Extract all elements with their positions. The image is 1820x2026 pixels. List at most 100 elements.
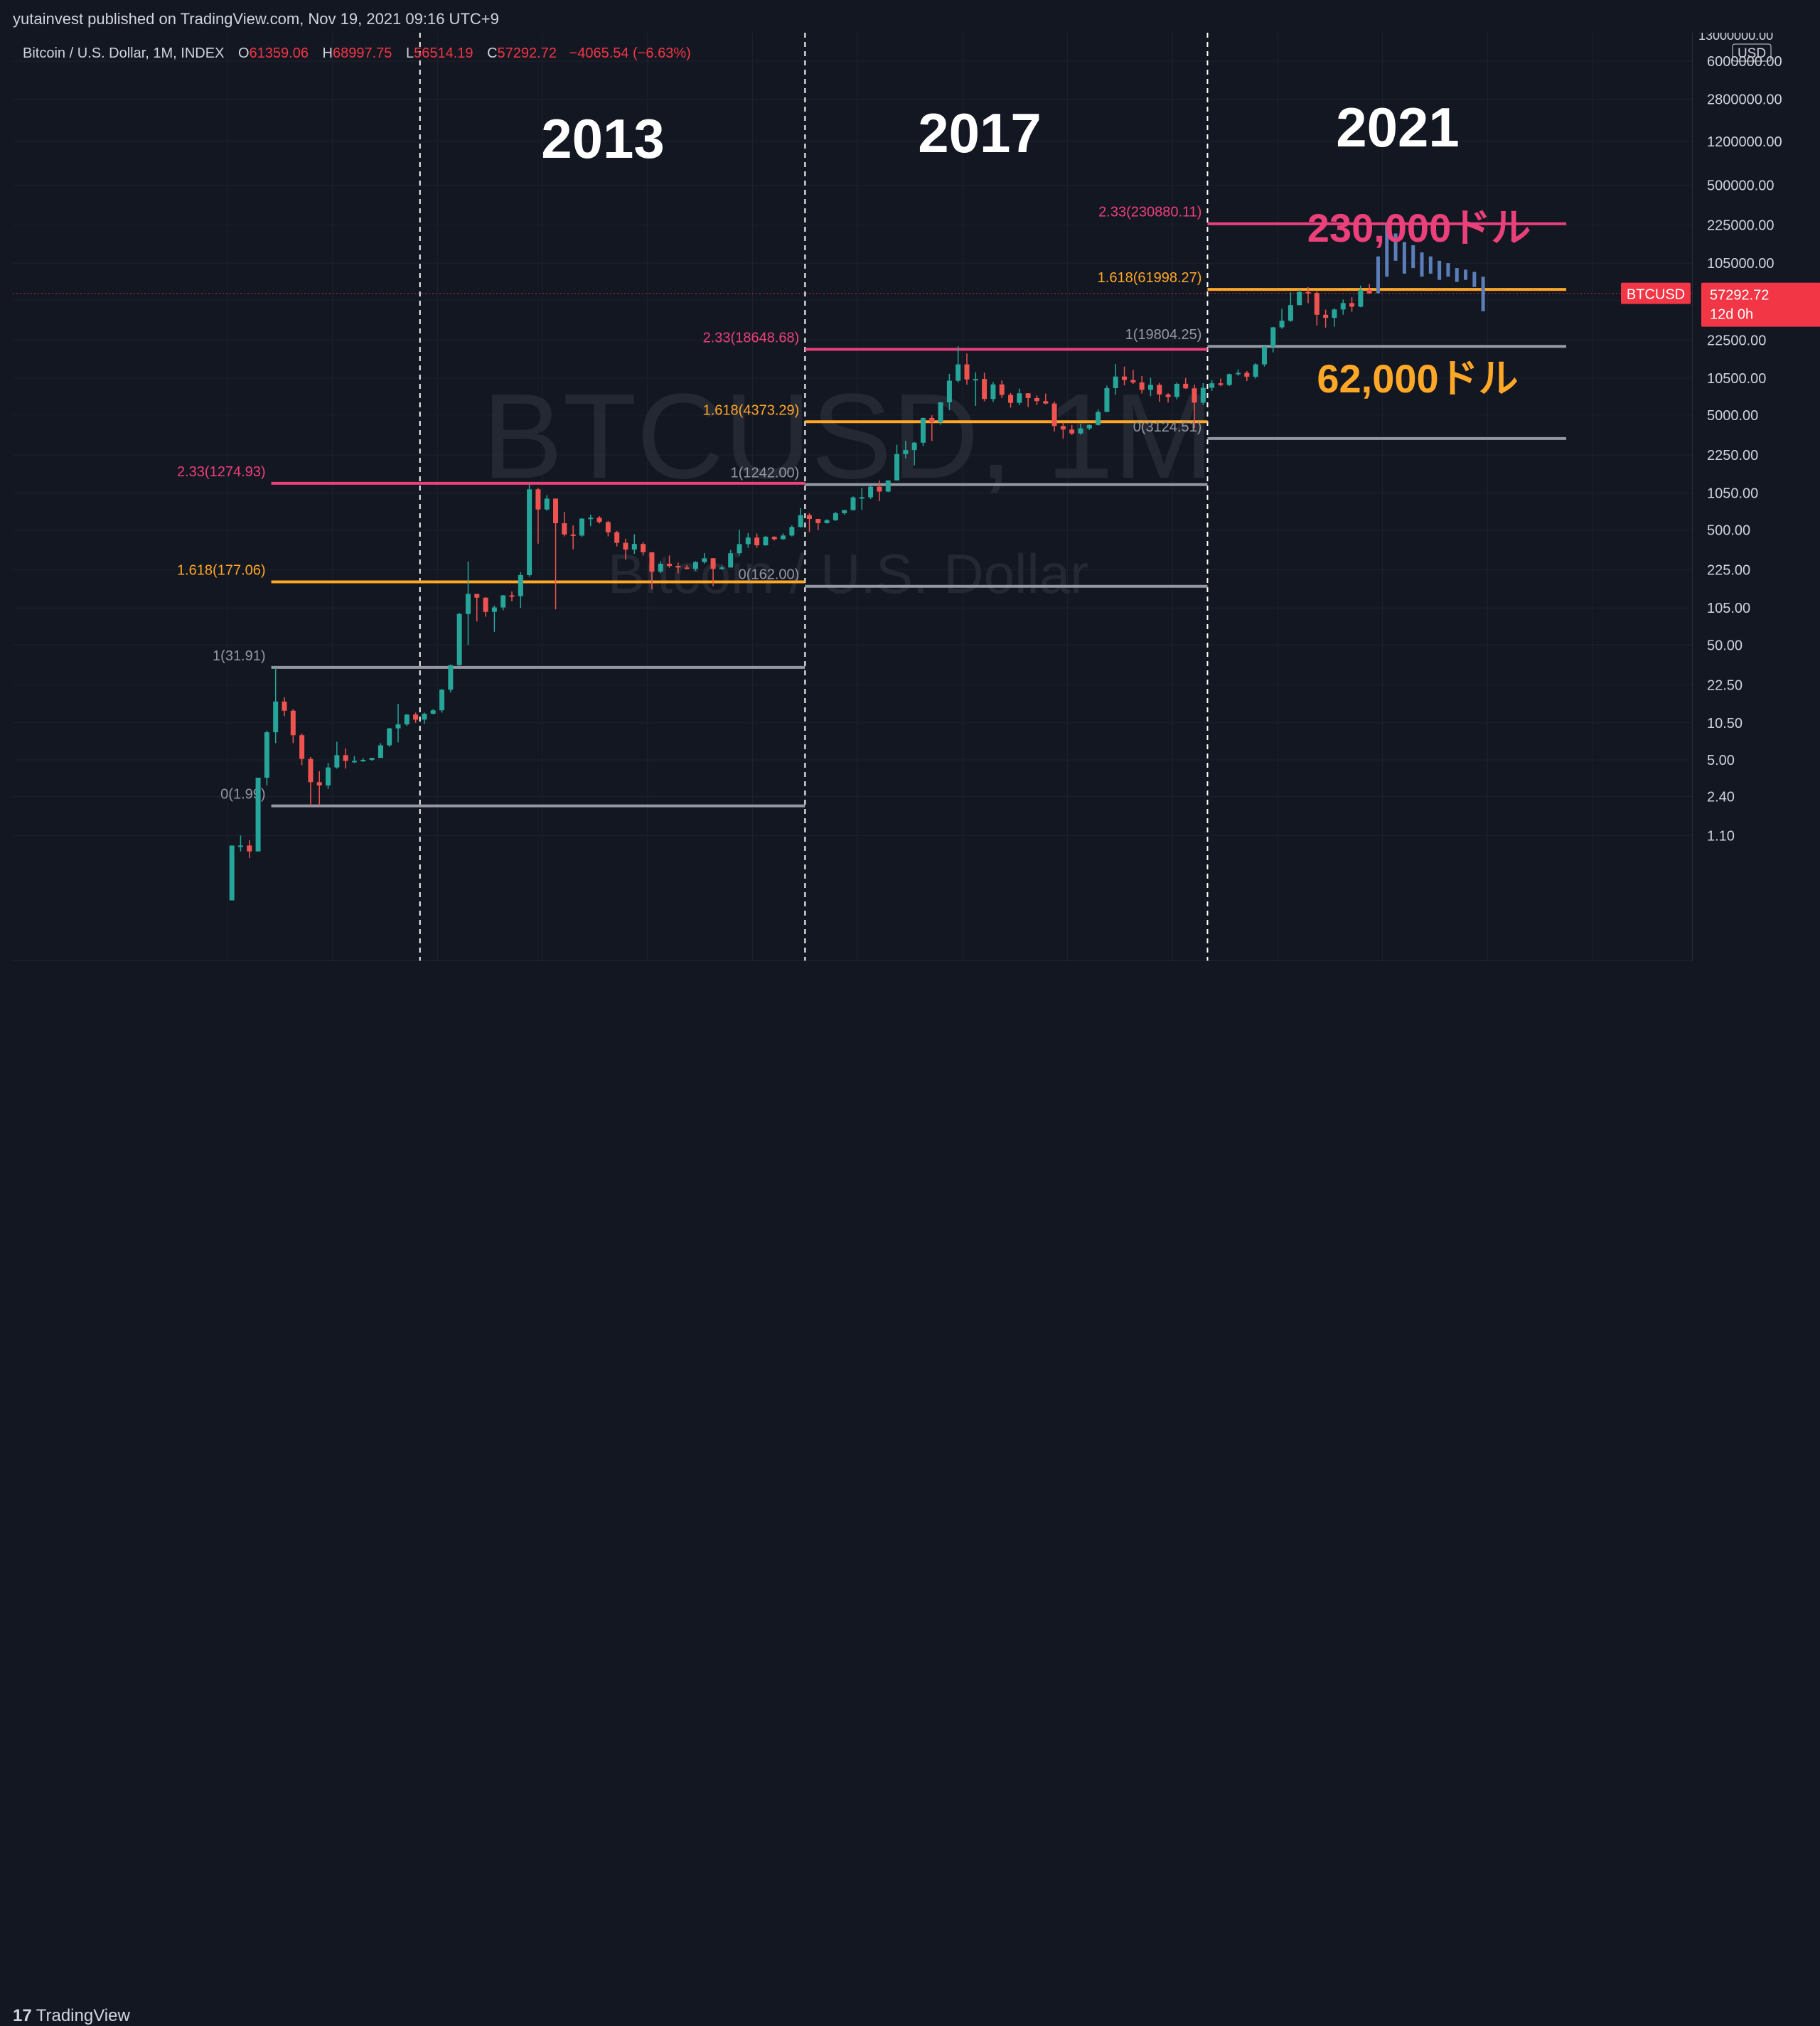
price-axis-tick: 1.10 bbox=[1707, 828, 1735, 844]
fib-level-label: 2.33(18648.68) bbox=[703, 330, 800, 345]
candle-body bbox=[273, 701, 279, 733]
price-tag bbox=[1701, 282, 1820, 327]
legend-high-label: H bbox=[322, 45, 333, 61]
candle-body bbox=[500, 595, 506, 608]
candle-body bbox=[675, 565, 681, 568]
legend-open-label: O bbox=[237, 45, 250, 61]
candle-body bbox=[1244, 372, 1250, 377]
price-axis-tick: 2250.00 bbox=[1707, 448, 1758, 463]
candle-body bbox=[483, 597, 488, 612]
price-axis-tick: 1050.00 bbox=[1707, 486, 1758, 501]
legend-low-value: 56514.19 bbox=[414, 45, 473, 61]
candle-body bbox=[544, 498, 550, 510]
fib-level-label: 1.618(177.06) bbox=[177, 562, 266, 578]
candle-body bbox=[771, 537, 777, 540]
candle-body bbox=[430, 710, 436, 714]
candle-body bbox=[360, 759, 366, 761]
projection-bar bbox=[1472, 272, 1477, 287]
fib-level-label: 1(31.91) bbox=[213, 648, 266, 664]
candle-body bbox=[1096, 412, 1101, 425]
projection-bar bbox=[1385, 223, 1389, 277]
cycle-label-2013: 2013 bbox=[541, 107, 665, 170]
candle-body bbox=[1008, 395, 1014, 403]
candle-body bbox=[885, 480, 891, 492]
candle-body bbox=[938, 402, 943, 422]
candle-body bbox=[351, 761, 357, 763]
legend-change: −4065.54 (−6.63%) bbox=[569, 45, 691, 61]
price-axis-tick: 105000.00 bbox=[1707, 256, 1774, 272]
candle-body bbox=[1113, 376, 1118, 389]
projection-bar bbox=[1420, 252, 1424, 277]
price-axis-tick: 105.00 bbox=[1707, 601, 1750, 616]
candle-body bbox=[387, 728, 392, 746]
chart-pane[interactable]: BTCUSD, 1M Bitcoin / U.S. Dollar 2.33(1274… bbox=[13, 33, 1692, 961]
candle-body bbox=[308, 759, 314, 783]
candle-body bbox=[702, 558, 707, 562]
projection-bar bbox=[1402, 242, 1406, 274]
candle-body bbox=[1104, 388, 1110, 412]
candle-body bbox=[1288, 305, 1293, 321]
candle-body bbox=[894, 454, 900, 481]
legend-low-label: L bbox=[405, 45, 414, 61]
price-axis-tick: 5000.00 bbox=[1707, 408, 1758, 424]
candle-body bbox=[527, 489, 532, 575]
candle-body bbox=[474, 594, 480, 598]
candle-body bbox=[842, 510, 847, 513]
fib-level-label: 0(1.99) bbox=[220, 787, 265, 803]
candle-body bbox=[1174, 383, 1179, 397]
candle-body bbox=[1025, 393, 1031, 398]
candle-body bbox=[1236, 372, 1241, 375]
currency-box bbox=[1732, 43, 1772, 62]
candle-body bbox=[956, 364, 961, 381]
candle-body bbox=[999, 384, 1005, 395]
candle-body bbox=[964, 364, 970, 380]
price-axis[interactable]: 13000000.00 USD 6000000.00 2800000.00 120000… bbox=[1692, 33, 1820, 961]
fib-level-label: 2.33(230880.11) bbox=[1098, 205, 1201, 220]
cycle-label-2017: 2017 bbox=[918, 102, 1042, 164]
candle-body bbox=[326, 767, 331, 786]
candle-body bbox=[1060, 426, 1066, 430]
tradingview-mark-icon: 17 bbox=[13, 2006, 32, 2025]
legend-close-label: C bbox=[487, 45, 498, 61]
candle-body bbox=[1078, 428, 1083, 434]
candle-body bbox=[1261, 346, 1267, 365]
candle-body bbox=[1017, 393, 1022, 403]
projection-bars bbox=[1376, 223, 1485, 311]
published-info: yutainvest published on TradingView.com,… bbox=[13, 10, 499, 28]
candle-body bbox=[1279, 321, 1285, 328]
candle-body bbox=[1366, 289, 1372, 294]
candle-body bbox=[439, 690, 445, 711]
candle-body bbox=[903, 450, 909, 454]
target-low-label: 62,000ドル bbox=[1317, 356, 1518, 401]
candle-body bbox=[1043, 401, 1049, 404]
candle-body bbox=[1200, 387, 1206, 403]
projection-bar bbox=[1455, 268, 1459, 282]
candle-body bbox=[982, 379, 987, 400]
price-axis-tick: 225.00 bbox=[1707, 563, 1750, 579]
price-axis-tick: 1200000.00 bbox=[1707, 134, 1782, 150]
candle-body bbox=[282, 701, 287, 711]
price-axis-tick: 2800000.00 bbox=[1707, 92, 1782, 107]
candle-body bbox=[562, 523, 567, 535]
candle-body bbox=[378, 745, 383, 759]
tradingview-logo[interactable]: 17 TradingView bbox=[13, 2006, 130, 2026]
symbol-tag bbox=[1621, 282, 1691, 304]
candle-body bbox=[1349, 303, 1355, 307]
candle-body bbox=[334, 755, 340, 768]
current-price-value: 57292.72 bbox=[1710, 288, 1769, 304]
candle-body bbox=[920, 417, 926, 443]
legend-high-value: 68997.75 bbox=[332, 45, 392, 61]
candle-body bbox=[448, 665, 454, 690]
candle-body bbox=[299, 735, 305, 759]
chart-svg[interactable]: BTCUSD, 1M Bitcoin / U.S. Dollar 2.33(1274… bbox=[13, 33, 1692, 961]
candle-body bbox=[1270, 327, 1276, 347]
candle-body bbox=[535, 489, 541, 510]
publish-bar: yutainvest published on TradingView.com,… bbox=[0, 0, 1820, 33]
candle-body bbox=[1034, 397, 1039, 402]
candle-body bbox=[395, 724, 401, 729]
symbol-tag-label: BTCUSD bbox=[1627, 287, 1685, 303]
candle-body bbox=[911, 442, 917, 451]
candle-body bbox=[806, 515, 812, 520]
candle-body bbox=[824, 520, 830, 523]
